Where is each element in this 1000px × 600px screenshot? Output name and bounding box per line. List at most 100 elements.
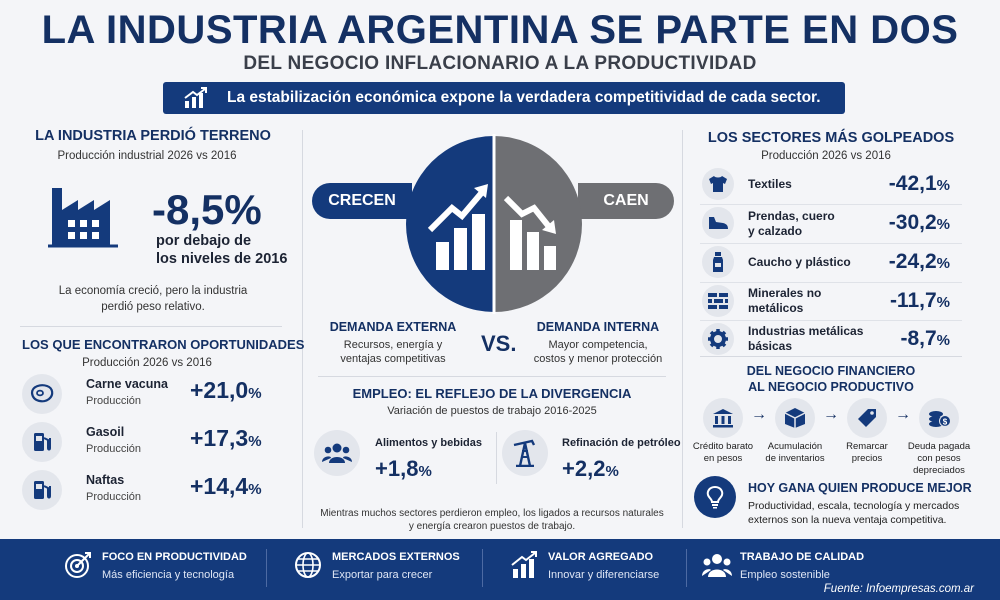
hit-sectors-subtitle: Producción 2026 vs 2016 — [761, 150, 891, 162]
industry-loss-desc-1: por debajo de — [156, 233, 252, 249]
footer-item-sub: Exportar para crecer — [332, 569, 433, 581]
opportunity-row-beef: Carne vacuna Producción +21,0% — [22, 374, 282, 414]
row-divider — [700, 204, 962, 205]
sector-row-metals: Industrias metálicas básicas -8,7% — [700, 320, 962, 358]
split-circle-graphic — [406, 134, 582, 314]
grow-label: CRECEN — [312, 183, 412, 219]
employment-sector-value: +2,2% — [562, 456, 619, 481]
fuel-pump-icon — [22, 470, 62, 510]
coins-icon: $ — [919, 398, 959, 438]
opportunity-sub: Producción — [86, 395, 142, 407]
bank-icon — [703, 398, 743, 438]
banner-text: La estabilización económica expone la ve… — [227, 89, 821, 106]
footer-divider — [266, 549, 267, 587]
left-section-subtitle: Producción industrial 2026 vs 2016 — [57, 150, 237, 162]
footer-item-productivity: FOCO EN PRODUCTIVIDAD Más eficiencia y t… — [64, 549, 264, 589]
sector-name-line2: metálicos — [748, 301, 804, 315]
factory-icon — [48, 188, 118, 248]
internal-demand-desc-1: Mayor competencia, — [548, 339, 648, 351]
footer-item-work: TRABAJO DE CALIDAD Empleo sostenible — [702, 549, 882, 589]
footer-item-title: TRABAJO DE CALIDAD — [740, 551, 865, 563]
bar-chart-icon — [511, 551, 537, 578]
external-demand-title: DEMANDA EXTERNA — [329, 320, 457, 334]
gear-icon — [702, 323, 734, 355]
footer-item-title: MERCADOS EXTERNOS — [332, 551, 460, 563]
opportunity-value: +14,4% — [190, 473, 262, 499]
fall-label: CAEN — [578, 183, 674, 219]
sector-value: -11,7% — [889, 289, 950, 312]
svg-text:$: $ — [943, 418, 948, 427]
right-column-divider — [682, 130, 683, 528]
arrow-right-icon: → — [751, 406, 767, 423]
flow-title-2: AL NEGOCIO PRODUCTIVO — [748, 380, 914, 394]
sector-name: Prendas, cuero — [748, 209, 835, 223]
row-divider — [700, 243, 962, 244]
sector-name: Industrias metálicas — [748, 324, 864, 338]
employment-note-2: y energía crearon puestos de trabajo. — [408, 521, 576, 532]
growth-chart-icon — [184, 87, 207, 108]
box-icon — [775, 398, 815, 438]
arrow-right-icon: → — [823, 406, 839, 423]
center-section-divider — [318, 376, 666, 377]
hit-sectors-title: LOS SECTORES MÁS GOLPEADOS — [707, 130, 955, 146]
footer-item-sub: Innovar y diferenciarse — [548, 569, 660, 581]
oil-derrick-icon — [502, 430, 548, 476]
opportunity-value: +21,0% — [190, 377, 262, 403]
external-demand-desc-1: Recursos, energía y — [343, 339, 443, 351]
page-title: LA INDUSTRIA ARGENTINA SE PARTE EN DOS — [41, 8, 959, 52]
flow-step-debt: Deuda pagada con pesos depreciados — [907, 441, 971, 476]
people-icon — [314, 430, 360, 476]
internal-demand-title: DEMANDA INTERNA — [536, 320, 660, 334]
sector-row-leather: Prendas, cuero y calzado -30,2% — [700, 204, 962, 242]
sector-value: -42,1% — [888, 172, 950, 195]
internal-demand-desc-2: costos y menor protección — [533, 353, 663, 365]
sector-name-line2: básicas — [748, 339, 793, 353]
footer-item-markets: MERCADOS EXTERNOS Exportar para crecer — [294, 549, 474, 589]
price-tag-icon — [847, 398, 887, 438]
opportunity-row-naftas: Naftas Producción +14,4% — [22, 470, 282, 510]
bricks-icon — [702, 285, 734, 317]
shirt-icon — [702, 168, 734, 200]
footer-item-value: VALOR AGREGADO Innovar y diferenciarse — [510, 549, 690, 589]
sector-name: Minerales no — [748, 286, 822, 300]
sector-row-textiles: Textiles -42,1% — [700, 165, 962, 203]
banner: La estabilización económica expone la ve… — [163, 82, 845, 114]
employment-sector-name: Alimentos y bebidas — [375, 437, 482, 449]
footer-divider — [482, 549, 483, 587]
sector-value: -30,2% — [888, 211, 950, 234]
flow-step-credit: Crédito barato en pesos — [692, 441, 754, 464]
steak-icon — [22, 374, 62, 414]
footer-item-title: FOCO EN PRODUCTIVIDAD — [102, 551, 247, 563]
shoe-icon — [702, 207, 734, 239]
footer-item-sub: Más eficiencia y tecnología — [102, 569, 235, 581]
footer-item-title: VALOR AGREGADO — [548, 551, 654, 563]
conclusion-desc-1: Productividad, escala, tecnología y merc… — [748, 500, 960, 512]
industry-loss-value: -8,5% — [152, 186, 262, 233]
footer-divider — [686, 549, 687, 587]
opportunity-value: +17,3% — [190, 425, 262, 451]
flow-step-prices: Remarcar precios — [846, 441, 888, 464]
employment-sector-name: Refinación de petróleo — [562, 437, 681, 449]
opportunity-row-gasoil: Gasoil Producción +17,3% — [22, 422, 282, 462]
sector-row-minerals: Minerales no metálicos -11,7% — [700, 282, 962, 320]
industry-note-2: perdió peso relativo. — [101, 301, 205, 313]
source-credit: Fuente: Infoempresas.com.ar — [823, 583, 974, 595]
sector-value: -8,7% — [900, 327, 950, 350]
globe-icon — [295, 552, 321, 578]
conclusion-box: HOY GANA QUIEN PRODUCE MEJOR Productivid… — [690, 472, 972, 532]
versus-label: VS. — [481, 331, 517, 356]
employment-divider — [496, 432, 497, 484]
footer-item-sub: Empleo sostenible — [740, 569, 830, 581]
sector-value: -24,2% — [888, 250, 950, 273]
sector-name: Textiles — [748, 177, 792, 191]
conclusion-desc-2: externos son la nueva ventaja competitiv… — [748, 514, 947, 526]
sector-name-line2: y calzado — [748, 224, 803, 238]
lightbulb-icon — [694, 476, 736, 518]
team-icon — [702, 554, 732, 577]
opportunity-name: Carne vacuna — [86, 377, 168, 391]
fuel-pump-icon — [22, 422, 62, 462]
opportunities-subtitle: Producción 2026 vs 2016 — [82, 357, 212, 369]
arrow-right-icon: → — [895, 406, 911, 423]
industry-loss-desc-2: los niveles de 2016 — [156, 251, 288, 267]
employment-sector-value: +1,8% — [375, 456, 432, 481]
